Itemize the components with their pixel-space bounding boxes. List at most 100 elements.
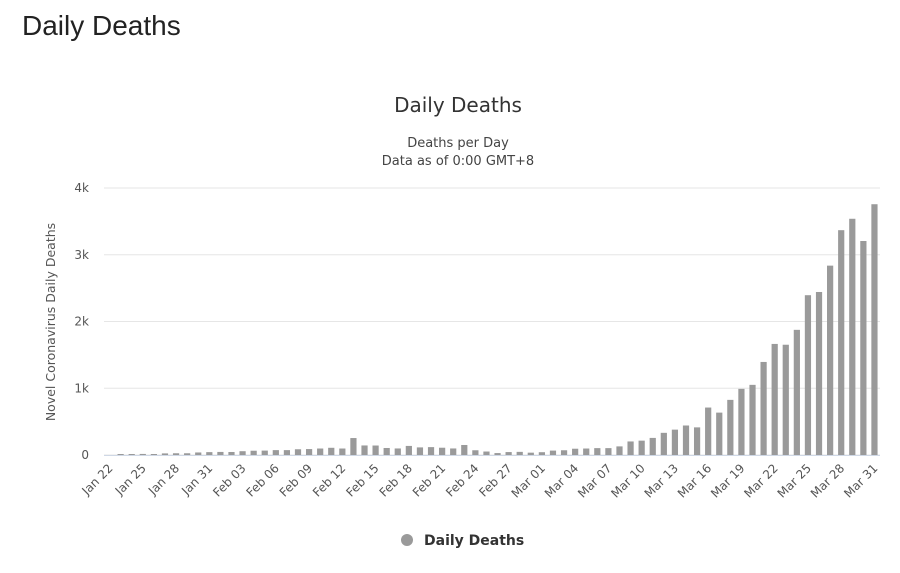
bar[interactable] <box>693 427 701 455</box>
bar[interactable] <box>206 452 213 455</box>
x-tick-label: Feb 18 <box>377 461 415 499</box>
x-tick-label: Feb 27 <box>476 461 514 499</box>
bar[interactable] <box>572 448 579 455</box>
x-tick-label: Mar 22 <box>741 461 780 500</box>
bar[interactable] <box>649 437 656 455</box>
bar[interactable] <box>372 445 379 455</box>
bar[interactable] <box>616 446 623 455</box>
bar[interactable] <box>150 453 157 455</box>
y-tick-label: 3k <box>74 248 89 262</box>
bar[interactable] <box>638 440 645 455</box>
bar[interactable] <box>583 448 590 455</box>
x-tick-label: Mar 07 <box>575 461 614 500</box>
bar[interactable] <box>350 438 357 455</box>
bar[interactable] <box>317 448 324 455</box>
bar[interactable] <box>771 343 778 455</box>
bar[interactable] <box>682 425 690 455</box>
bar[interactable] <box>560 450 568 455</box>
bar[interactable] <box>361 445 368 455</box>
bar[interactable] <box>294 449 302 455</box>
bar[interactable] <box>250 450 257 455</box>
bar[interactable] <box>494 453 501 455</box>
bar[interactable] <box>505 452 512 455</box>
bar[interactable] <box>283 450 291 455</box>
x-tick-label: Mar 25 <box>775 461 814 500</box>
bar[interactable] <box>660 432 667 455</box>
bar[interactable] <box>671 429 679 455</box>
x-tick-label: Mar 16 <box>675 461 714 500</box>
bar[interactable] <box>516 451 523 455</box>
page-heading: Daily Deaths <box>22 10 181 41</box>
bar[interactable] <box>804 295 812 455</box>
bar[interactable] <box>860 240 867 455</box>
bar[interactable] <box>261 450 268 455</box>
bar[interactable] <box>117 454 124 455</box>
y-axis-ticks: 0 1k 2k 3k 4k <box>74 181 89 462</box>
x-tick-label: Mar 19 <box>708 461 747 500</box>
bar[interactable] <box>161 453 169 455</box>
bar[interactable] <box>627 441 634 455</box>
bar[interactable] <box>760 361 767 455</box>
bar[interactable] <box>527 452 534 455</box>
bar[interactable] <box>472 450 479 455</box>
bar[interactable] <box>339 448 346 455</box>
legend-label[interactable]: Daily Deaths <box>424 533 524 549</box>
bar[interactable] <box>228 451 235 455</box>
x-tick-label: Mar 01 <box>509 461 548 500</box>
bar[interactable] <box>328 447 335 455</box>
bar[interactable] <box>383 447 390 455</box>
bar[interactable] <box>427 447 435 455</box>
bar[interactable] <box>549 450 557 455</box>
bar[interactable] <box>450 448 457 455</box>
x-tick-label: Feb 09 <box>277 461 315 499</box>
chart-title: Daily Deaths <box>394 93 522 117</box>
bar[interactable] <box>416 447 424 455</box>
bar[interactable] <box>827 265 834 455</box>
x-tick-label: Feb 12 <box>310 461 348 499</box>
x-tick-label: Jan 28 <box>145 461 182 498</box>
bar[interactable] <box>172 453 180 455</box>
bar[interactable] <box>738 388 745 455</box>
bar[interactable] <box>871 204 878 455</box>
x-tick-label: Feb 24 <box>443 461 481 499</box>
bar[interactable] <box>272 450 279 455</box>
bar[interactable] <box>405 445 412 455</box>
bar[interactable] <box>727 399 734 455</box>
x-tick-label: Mar 31 <box>841 461 880 500</box>
chart-subtitle-line-2: Data as of 0:00 GMT+8 <box>382 154 534 169</box>
x-tick-label: Feb 21 <box>410 461 448 499</box>
bar[interactable] <box>838 230 845 455</box>
bar[interactable] <box>139 453 146 455</box>
bar[interactable] <box>394 448 401 455</box>
x-tick-label: Jan 31 <box>178 461 215 498</box>
bar[interactable] <box>782 344 789 455</box>
bar[interactable] <box>217 451 224 455</box>
bar[interactable] <box>594 448 601 455</box>
bar[interactable] <box>128 454 135 455</box>
bar[interactable] <box>605 448 612 455</box>
x-tick-label: Feb 06 <box>244 461 282 499</box>
bar[interactable] <box>749 384 756 455</box>
bar[interactable] <box>305 449 313 455</box>
bar[interactable] <box>538 452 545 455</box>
legend-marker-icon[interactable] <box>401 534 413 546</box>
bar-series <box>117 204 878 455</box>
bar[interactable] <box>184 453 191 455</box>
x-tick-label: Mar 13 <box>642 461 681 500</box>
bar[interactable] <box>716 412 723 455</box>
bar[interactable] <box>195 452 202 455</box>
bar[interactable] <box>439 447 446 455</box>
x-tick-label: Jan 25 <box>112 461 149 498</box>
legend[interactable]: Daily Deaths <box>401 533 524 549</box>
bar[interactable] <box>815 291 823 455</box>
bar[interactable] <box>849 218 856 455</box>
bar[interactable] <box>793 329 800 455</box>
bar[interactable] <box>461 444 468 455</box>
bar[interactable] <box>239 451 246 455</box>
bar[interactable] <box>483 451 490 455</box>
bar[interactable] <box>705 407 712 455</box>
x-tick-label: Mar 10 <box>608 461 647 500</box>
x-tick-label: Feb 03 <box>210 461 248 499</box>
y-tick-label: 4k <box>74 181 89 195</box>
